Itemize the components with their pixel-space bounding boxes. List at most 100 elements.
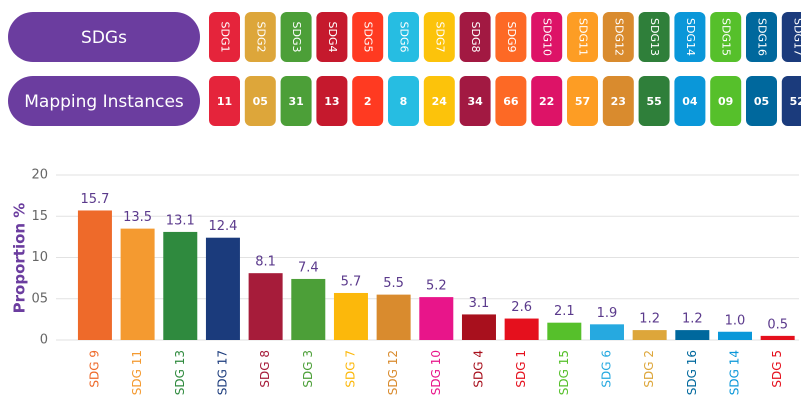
x-tick-label: SDG 9 bbox=[87, 350, 101, 388]
sdg-name: SDG17 bbox=[791, 18, 801, 56]
count-tile bbox=[567, 76, 598, 126]
bar bbox=[120, 228, 155, 340]
sdg-name: SDG2 bbox=[254, 22, 267, 53]
count: 11 bbox=[217, 95, 232, 108]
x-tick-label: SDG 10 bbox=[429, 350, 443, 395]
bar bbox=[205, 237, 240, 340]
bar bbox=[163, 231, 198, 340]
sdg-tile bbox=[602, 12, 634, 62]
value-label: 3.1 bbox=[469, 296, 490, 311]
sdg-name: SDG15 bbox=[720, 18, 733, 56]
bar bbox=[77, 210, 112, 340]
x-tick-label: SDG 6 bbox=[599, 350, 613, 388]
count: 2 bbox=[364, 95, 372, 108]
count: 09 bbox=[718, 95, 733, 108]
value-label: 12.4 bbox=[208, 219, 237, 234]
sdg-tile bbox=[746, 12, 777, 62]
count-tile bbox=[710, 76, 742, 126]
sdg-tile bbox=[495, 12, 527, 62]
x-tick-label: SDG 1 bbox=[514, 350, 528, 388]
count-tile bbox=[459, 76, 491, 126]
count-tile bbox=[388, 76, 419, 126]
x-tick-label: SDG 3 bbox=[301, 350, 315, 388]
value-label: 8.1 bbox=[255, 255, 276, 270]
count: 34 bbox=[467, 95, 483, 108]
x-tick-label: SDG 2 bbox=[642, 350, 656, 388]
bar bbox=[547, 322, 582, 340]
x-tick-label: SDG 4 bbox=[471, 350, 485, 388]
sdg-tile bbox=[638, 12, 670, 62]
row-label: Mapping Instances bbox=[24, 92, 184, 112]
count: 57 bbox=[575, 95, 590, 108]
count: 05 bbox=[253, 95, 268, 108]
sdg-tile bbox=[531, 12, 563, 62]
sdg-tile bbox=[209, 12, 240, 62]
count-tile bbox=[209, 76, 240, 126]
bar bbox=[291, 278, 326, 340]
sdg-tile bbox=[710, 12, 742, 62]
count-tile bbox=[674, 76, 706, 126]
x-tick-label: SDG 7 bbox=[343, 350, 357, 388]
value-label: 1.2 bbox=[639, 312, 660, 327]
count: 55 bbox=[646, 95, 661, 108]
value-label: 7.4 bbox=[298, 260, 319, 275]
sdg-tile bbox=[388, 12, 419, 62]
sdg-name: SDG1 bbox=[219, 22, 232, 53]
count: 8 bbox=[400, 95, 408, 108]
x-tick-label: SDG 17 bbox=[215, 350, 229, 395]
sdg-name: SDG10 bbox=[541, 18, 554, 56]
count-tile bbox=[280, 76, 312, 126]
bar bbox=[504, 318, 539, 340]
value-label: 0.5 bbox=[767, 317, 788, 332]
bar bbox=[632, 330, 667, 340]
count-tile bbox=[746, 76, 777, 126]
x-tick-label: SDG 5 bbox=[770, 350, 784, 388]
sdg-tile bbox=[674, 12, 706, 62]
value-label: 2.6 bbox=[511, 300, 532, 315]
sdg-name: SDG11 bbox=[577, 18, 590, 56]
y-tick-label: 05 bbox=[31, 291, 48, 306]
bar bbox=[333, 292, 368, 340]
label-pill bbox=[8, 12, 200, 62]
value-label: 2.1 bbox=[554, 304, 575, 319]
count: 66 bbox=[503, 95, 519, 108]
value-label: 5.5 bbox=[383, 276, 404, 291]
sdg-tile bbox=[352, 12, 384, 62]
count: 23 bbox=[611, 95, 626, 108]
sdg-tile bbox=[781, 12, 801, 62]
sdg-tile bbox=[316, 12, 348, 62]
count-tile bbox=[638, 76, 670, 126]
count: 31 bbox=[288, 95, 303, 108]
sdg-name: SDG6 bbox=[398, 22, 411, 53]
count-tile bbox=[531, 76, 563, 126]
value-label: 1.2 bbox=[682, 312, 703, 327]
count: 05 bbox=[754, 95, 769, 108]
bar bbox=[675, 330, 710, 340]
x-tick-label: SDG 15 bbox=[557, 350, 571, 395]
sdg-tile bbox=[423, 12, 455, 62]
value-label: 1.0 bbox=[725, 313, 746, 328]
count: 04 bbox=[682, 95, 698, 108]
y-axis-label: Proportion % bbox=[11, 203, 29, 314]
sdg-name: SDG4 bbox=[326, 22, 339, 53]
count-tile bbox=[495, 76, 527, 126]
sdg-tile bbox=[280, 12, 312, 62]
x-tick-label: SDG 12 bbox=[386, 350, 400, 395]
sdg-name: SDG13 bbox=[648, 18, 661, 56]
value-label: 5.7 bbox=[341, 274, 362, 289]
count-tile bbox=[316, 76, 348, 126]
sdg-tile bbox=[244, 12, 276, 62]
bar bbox=[717, 331, 752, 340]
label-pill bbox=[8, 76, 200, 126]
count: 24 bbox=[432, 95, 448, 108]
bar bbox=[376, 294, 411, 340]
x-tick-label: SDG 8 bbox=[258, 350, 272, 388]
bar bbox=[461, 314, 496, 340]
x-tick-label: SDG 16 bbox=[685, 350, 699, 395]
sdg-name: SDG7 bbox=[433, 22, 446, 53]
sdg-name: SDG12 bbox=[612, 18, 625, 56]
sdg-tile bbox=[459, 12, 491, 62]
value-label: 13.5 bbox=[123, 210, 152, 225]
count: 13 bbox=[324, 95, 339, 108]
